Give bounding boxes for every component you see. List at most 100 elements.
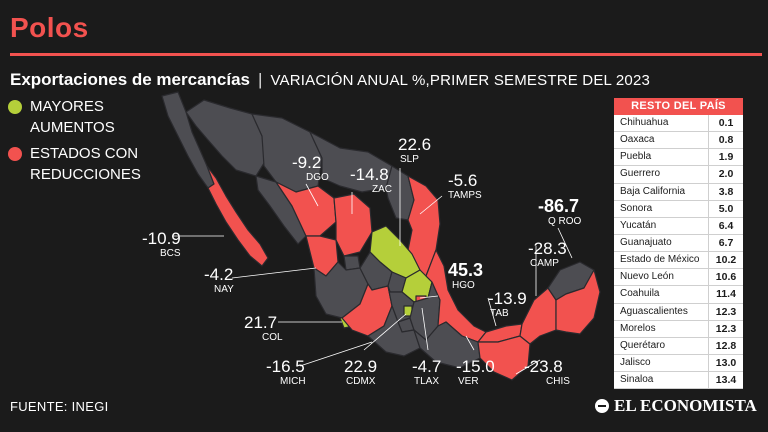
source-note: FUENTE: INEGI bbox=[10, 399, 109, 414]
state-sonora bbox=[185, 99, 267, 177]
value-tamps: -5.6 bbox=[448, 171, 477, 190]
state-bcs bbox=[206, 165, 269, 267]
abbr-col: COL bbox=[262, 332, 283, 343]
value-bcs: -10.9 bbox=[142, 229, 181, 248]
row-state-name: Guanajuato bbox=[620, 236, 672, 248]
table-row: Sonora 5.0 bbox=[614, 200, 743, 218]
table-row: Jalisco 13.0 bbox=[614, 354, 743, 373]
state-quintana-roo bbox=[555, 269, 601, 335]
value-hgo: 45.3 bbox=[448, 260, 483, 280]
row-state-name: Aguascalientes bbox=[620, 305, 688, 317]
table-row: Guerrero 2.0 bbox=[614, 166, 743, 184]
row-state-value: 10.6 bbox=[708, 269, 743, 286]
row-state-name: Oaxaca bbox=[620, 134, 655, 146]
table-row: Baja California 3.8 bbox=[614, 183, 743, 201]
legend-item-decrease: ESTADOS CON REDUCCIONES bbox=[8, 143, 170, 185]
abbr-tab: TAB bbox=[490, 308, 509, 319]
table-row: Estado de México 10.2 bbox=[614, 252, 743, 270]
map-value-labels: -10.9 BCS -9.2 DGO -14.8 ZAC 22.6 SLP -5… bbox=[142, 135, 582, 387]
callout-lines bbox=[172, 168, 573, 375]
row-state-name: Guerrero bbox=[620, 168, 661, 180]
abbr-bcs: BCS bbox=[160, 248, 181, 259]
rest-table-body: Chihuahua 0.1 Oaxaca 0.8 Puebla 1.9 Guerrero 2.… bbox=[614, 115, 743, 390]
value-ver: -15.0 bbox=[456, 357, 495, 376]
table-row: Morelos 12.3 bbox=[614, 320, 743, 338]
state-shapes bbox=[161, 91, 601, 381]
state-coahuila bbox=[309, 131, 393, 193]
row-state-name: Sonora bbox=[620, 202, 653, 214]
value-camp: -28.3 bbox=[528, 239, 567, 258]
row-state-value: 0.1 bbox=[708, 115, 743, 132]
value-tlax: -4.7 bbox=[412, 357, 441, 376]
table-row: Yucatán 6.4 bbox=[614, 217, 743, 235]
legend-label-decrease: ESTADOS CON REDUCCIONES bbox=[30, 145, 141, 183]
table-row: Nuevo León 10.6 bbox=[614, 269, 743, 287]
table-row: Oaxaca 0.8 bbox=[614, 132, 743, 150]
row-state-name: Nuevo León bbox=[620, 271, 674, 283]
abbr-chis: CHIS bbox=[546, 376, 570, 387]
rest-of-country-table: RESTO DEL PAÍS Chihuahua 0.1 Oaxaca 0.8 Pueb… bbox=[614, 98, 743, 390]
value-col: 21.7 bbox=[244, 313, 277, 332]
row-state-value: 6.7 bbox=[708, 234, 743, 252]
legend-label-increase: MAYORES AUMENTOS bbox=[30, 98, 115, 136]
row-state-value: 13.4 bbox=[708, 372, 743, 389]
row-state-value: 2.0 bbox=[708, 166, 743, 183]
row-state-name: Puebla bbox=[620, 151, 652, 163]
row-state-value: 5.0 bbox=[708, 200, 743, 217]
state-guerrero bbox=[367, 305, 421, 357]
abbr-cdmx: CDMX bbox=[346, 376, 376, 387]
abbr-camp: CAMP bbox=[530, 258, 559, 269]
value-slp: 22.6 bbox=[398, 135, 431, 154]
rest-table-title: RESTO DEL PAÍS bbox=[614, 98, 743, 115]
page-title: Polos bbox=[10, 12, 89, 43]
table-row: Puebla 1.9 bbox=[614, 149, 743, 167]
abbr-slp: SLP bbox=[400, 154, 419, 165]
row-state-value: 12.3 bbox=[708, 320, 743, 337]
abbr-qroo: Q ROO bbox=[548, 216, 582, 227]
value-chis: -23.8 bbox=[524, 357, 563, 376]
row-state-value: 13.0 bbox=[708, 354, 743, 372]
value-mich: -16.5 bbox=[266, 357, 305, 376]
chart-subtitle: Exportaciones de mercancías | VARIACIÓN AN… bbox=[10, 70, 650, 90]
value-cdmx: 22.9 bbox=[344, 357, 377, 376]
increase-dot-icon bbox=[8, 100, 22, 114]
table-row: Sinaloa 13.4 bbox=[614, 372, 743, 390]
title-divider bbox=[10, 53, 762, 56]
subtitle-separator: | bbox=[258, 70, 263, 89]
row-state-value: 11.4 bbox=[708, 286, 743, 303]
abbr-hgo: HGO bbox=[452, 280, 475, 291]
value-qroo: -86.7 bbox=[538, 196, 579, 216]
row-state-name: Querétaro bbox=[620, 339, 666, 351]
row-state-name: Morelos bbox=[620, 322, 656, 334]
value-zac: -14.8 bbox=[350, 165, 389, 184]
row-state-value: 1.9 bbox=[708, 149, 743, 166]
row-state-name: Yucatán bbox=[620, 219, 657, 231]
row-state-name: Estado de México bbox=[620, 254, 700, 266]
decrease-dot-icon bbox=[8, 147, 22, 161]
row-state-value: 12.8 bbox=[708, 337, 743, 354]
table-row: Aguascalientes 12.3 bbox=[614, 303, 743, 321]
row-state-name: Coahuila bbox=[620, 288, 660, 300]
brand-name: EL ECONOMISTA bbox=[614, 396, 757, 415]
abbr-nay: NAY bbox=[214, 284, 234, 295]
map-legend: MAYORES AUMENTOS ESTADOS CON REDUCCIONES bbox=[8, 96, 170, 190]
abbr-tamps: TAMPS bbox=[448, 190, 482, 201]
legend-item-increase: MAYORES AUMENTOS bbox=[8, 96, 170, 138]
brand-logo: EL ECONOMISTA bbox=[595, 396, 757, 416]
abbr-ver: VER bbox=[458, 376, 479, 387]
row-state-name: Chihuahua bbox=[620, 117, 669, 128]
table-row: Coahuila 11.4 bbox=[614, 286, 743, 304]
abbr-zac: ZAC bbox=[372, 184, 392, 195]
row-state-name: Baja California bbox=[620, 185, 686, 197]
value-dgo: -9.2 bbox=[292, 153, 321, 172]
row-state-value: 0.8 bbox=[708, 132, 743, 149]
row-state-value: 6.4 bbox=[708, 217, 743, 234]
row-state-value: 12.3 bbox=[708, 303, 743, 320]
brand-icon bbox=[595, 399, 609, 413]
row-state-name: Jalisco bbox=[620, 356, 651, 368]
value-tab: -13.9 bbox=[488, 289, 527, 308]
table-row: Guanajuato 6.7 bbox=[614, 234, 743, 253]
subtitle-detail: VARIACIÓN ANUAL %,PRIMER SEMESTRE DEL 20… bbox=[270, 72, 651, 89]
abbr-tlax: TLAX bbox=[414, 376, 439, 387]
